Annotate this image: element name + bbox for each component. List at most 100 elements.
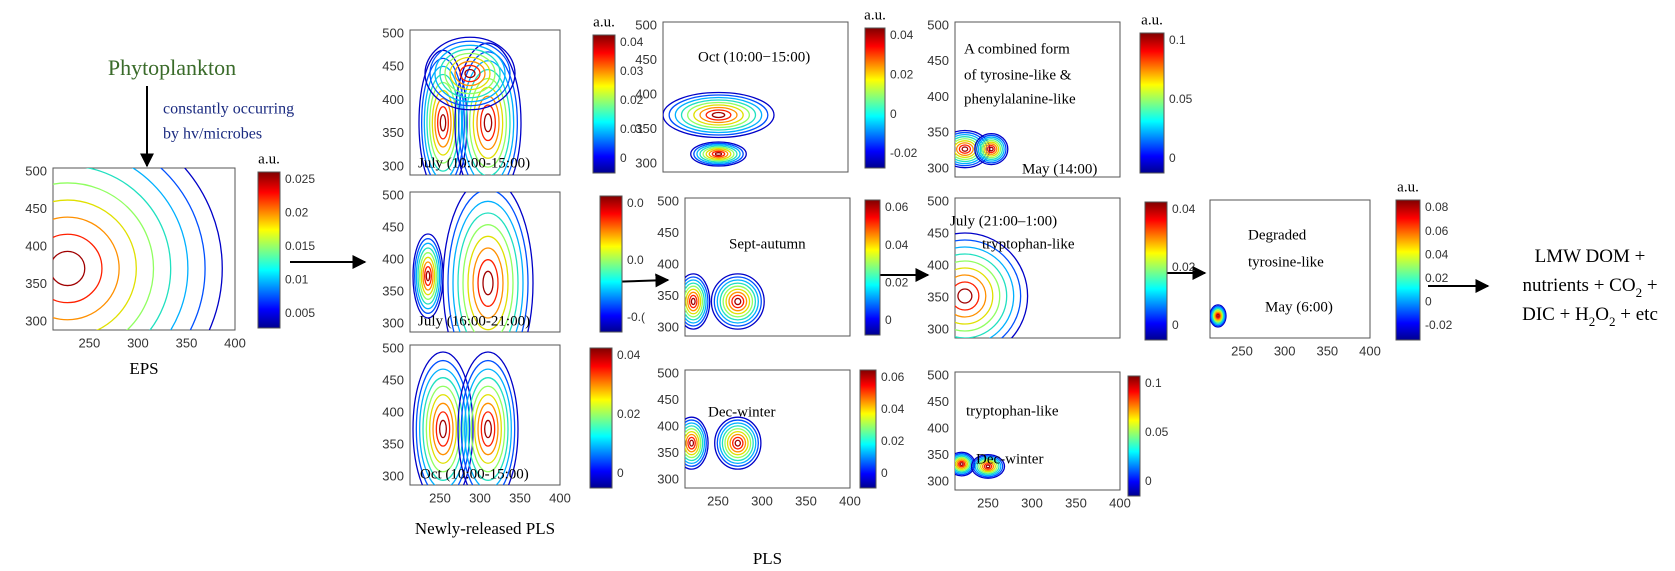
y-tick-label: 500 bbox=[25, 163, 47, 178]
contour bbox=[1212, 309, 1224, 323]
contours bbox=[53, 168, 223, 330]
y-tick-label: 450 bbox=[927, 53, 949, 68]
y-tick-label: 350 bbox=[382, 283, 404, 298]
contour bbox=[961, 146, 969, 152]
contour bbox=[985, 464, 991, 469]
plot-area bbox=[52, 167, 236, 331]
contour bbox=[454, 42, 522, 175]
colorbar-tick-label: 0.06 bbox=[885, 200, 909, 214]
panel-label: tyrosine-like bbox=[1248, 254, 1324, 270]
y-tick-label: 350 bbox=[382, 436, 404, 451]
y-tick-label: 400 bbox=[927, 257, 949, 272]
colorbar-tick-label: 0.02 bbox=[285, 206, 309, 220]
y-tick-label: 400 bbox=[927, 89, 949, 104]
contour bbox=[690, 297, 696, 306]
contour bbox=[719, 422, 757, 465]
contour bbox=[419, 252, 437, 300]
y-tick-label: 350 bbox=[657, 288, 679, 303]
y-tick-label: 300 bbox=[382, 158, 404, 173]
eem-panel: 500 450 400 350 300 250 300 350 400 0.1 0.05 0 trypt… bbox=[927, 367, 1168, 510]
contour bbox=[988, 146, 994, 152]
y-tick-label: 450 bbox=[382, 219, 404, 234]
colorbar bbox=[589, 347, 613, 489]
contour bbox=[685, 273, 711, 330]
contour bbox=[981, 139, 1002, 159]
colorbar-unit: a.u. bbox=[1397, 179, 1419, 195]
eem-panel: 250 300 350 400 0.08 0.06 0.04 0.02 0 -0.02 a.u. De… bbox=[1209, 179, 1453, 358]
contour bbox=[685, 422, 706, 464]
eem-panel: 500 450 400 350 300 0.06 0.04 0.02 0 Sept-autumn bbox=[657, 193, 909, 337]
colorbar bbox=[1127, 375, 1141, 497]
contour bbox=[693, 104, 744, 126]
colorbar-tick-label: 0.06 bbox=[1425, 224, 1449, 238]
result-part: O bbox=[1595, 304, 1609, 325]
contour bbox=[434, 97, 452, 148]
colorbar-tick-label: 0.04 bbox=[1425, 247, 1449, 261]
contour bbox=[414, 238, 442, 314]
contour bbox=[970, 453, 1006, 479]
contours bbox=[412, 351, 519, 485]
contour bbox=[955, 232, 1029, 338]
panel-label: phenylalanine-like bbox=[964, 91, 1076, 107]
colorbar-tick-label: 0.01 bbox=[285, 273, 309, 287]
eem-panel: 500 450 400 350 300 0.0 0.0 -0.(July (16:00-21:… bbox=[382, 187, 645, 333]
contour bbox=[422, 377, 464, 481]
colorbar-tick-label: 0.02 bbox=[617, 407, 641, 421]
contour bbox=[462, 224, 514, 332]
contour bbox=[721, 425, 754, 462]
contours bbox=[418, 36, 522, 175]
y-tick-label: 500 bbox=[657, 365, 679, 380]
contour bbox=[459, 64, 481, 83]
contour bbox=[454, 60, 486, 87]
contour bbox=[685, 285, 704, 318]
colorbar-unit: a.u. bbox=[258, 151, 280, 167]
contour bbox=[412, 233, 444, 319]
result-part: 2 bbox=[1609, 314, 1616, 329]
x-tick-label: 400 bbox=[549, 490, 571, 505]
contour bbox=[447, 192, 529, 332]
contour bbox=[958, 144, 972, 154]
contour bbox=[467, 235, 509, 331]
colorbar-tick-label: 0.005 bbox=[285, 306, 315, 320]
contour bbox=[956, 142, 974, 156]
colorbar-tick-label: 0.08 bbox=[1425, 200, 1449, 214]
contour bbox=[687, 436, 696, 450]
contour bbox=[687, 291, 700, 312]
colorbar-tick-label: 0.03 bbox=[620, 64, 644, 78]
contour bbox=[958, 460, 966, 468]
plot-area bbox=[684, 197, 851, 337]
y-tick-label: 350 bbox=[927, 447, 949, 462]
y-tick-label: 500 bbox=[635, 17, 657, 32]
contour bbox=[690, 141, 747, 167]
result-part: + etc bbox=[1616, 304, 1658, 325]
x-tick-label: 400 bbox=[224, 335, 246, 350]
colorbar bbox=[1395, 199, 1421, 341]
x-tick-label: 300 bbox=[1021, 495, 1043, 510]
contour bbox=[719, 282, 757, 321]
contour bbox=[959, 462, 964, 467]
contour bbox=[685, 428, 702, 459]
colorbar-tick-label: 0.04 bbox=[890, 28, 914, 42]
contour bbox=[477, 259, 499, 307]
contour bbox=[470, 385, 506, 473]
contour bbox=[689, 439, 695, 447]
contour bbox=[687, 101, 750, 129]
y-tick-label: 350 bbox=[382, 125, 404, 140]
contour bbox=[460, 359, 516, 485]
y-tick-label: 300 bbox=[927, 321, 949, 336]
contour bbox=[1216, 314, 1220, 318]
contour bbox=[461, 60, 515, 175]
colorbar-tick-label: 0 bbox=[617, 466, 624, 480]
contour bbox=[725, 288, 751, 315]
colorbar-tick-label: 0.02 bbox=[890, 68, 914, 82]
contour bbox=[955, 136, 983, 163]
contour bbox=[674, 96, 763, 134]
contour bbox=[955, 260, 1001, 332]
y-tick-label: 450 bbox=[25, 201, 47, 216]
panel-label: Oct (10:00−15:00) bbox=[698, 49, 810, 65]
colorbar-tick-label: 0.04 bbox=[617, 348, 641, 362]
contour bbox=[53, 199, 137, 330]
contour bbox=[976, 457, 1000, 475]
y-tick-label: 450 bbox=[382, 59, 404, 74]
contour bbox=[685, 430, 700, 456]
